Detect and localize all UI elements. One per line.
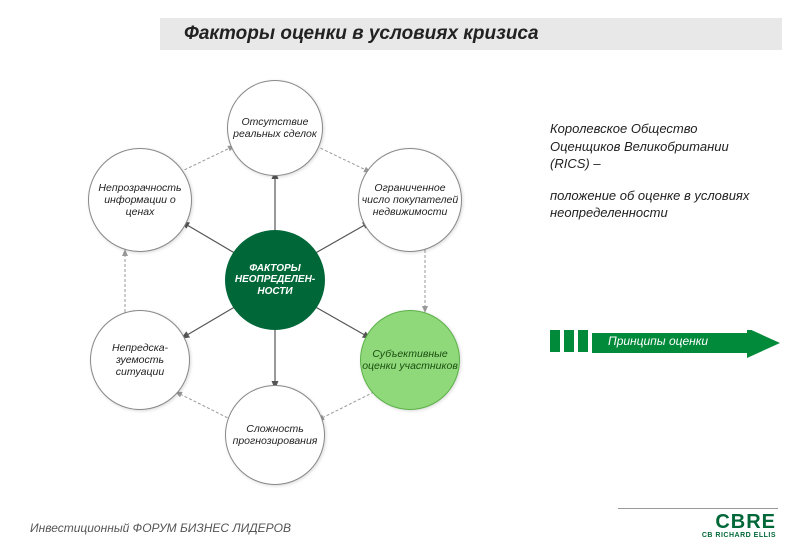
node-forecast: Сложность прогнозирования (225, 385, 325, 485)
node-unpredict: Непредска-зуемость ситуации (90, 310, 190, 410)
principles-arrow: Принципы оценки (550, 330, 780, 366)
sidebar-p1: Королевское Общество Оценщиков Великобри… (550, 120, 770, 173)
factors-diagram: ФАКТОРЫ НЕОПРЕДЕЛЕН-НОСТИ Отсутствие реа… (40, 60, 510, 490)
cbre-logo: CBRE CB RICHARD ELLIS (702, 512, 776, 539)
footer-text: Инвестиционный ФОРУМ БИЗНЕС ЛИДЕРОВ (30, 521, 291, 535)
arrow-tabs (550, 330, 588, 352)
logo-big: CBRE (702, 512, 776, 532)
sidebar-p2: положение об оценке в условиях неопредел… (550, 187, 770, 222)
title-bar: Факторы оценки в условиях кризиса (160, 18, 782, 50)
node-deals: Отсутствие реальных сделок (227, 80, 323, 176)
node-label: Непредска-зуемость ситуации (91, 342, 189, 378)
node-label: Сложность прогнозирования (226, 423, 324, 447)
node-label: Отсутствие реальных сделок (228, 116, 322, 140)
node-buyers: Ограниченное число покупателей недвижимо… (358, 148, 462, 252)
node-label: Субъективные оценки участников (361, 348, 459, 372)
node-opacity: Непрозрачность информации о ценах (88, 148, 192, 252)
center-node: ФАКТОРЫ НЕОПРЕДЕЛЕН-НОСТИ (225, 230, 325, 330)
logo-divider (618, 508, 778, 509)
page-title: Факторы оценки в условиях кризиса (184, 23, 539, 45)
center-node-label: ФАКТОРЫ НЕОПРЕДЕЛЕН-НОСТИ (225, 263, 325, 298)
sidebar-text: Королевское Общество Оценщиков Великобри… (550, 120, 770, 236)
node-subjective: Субъективные оценки участников (360, 310, 460, 410)
node-label: Непрозрачность информации о ценах (89, 182, 191, 218)
arrow-label: Принципы оценки (608, 334, 708, 348)
logo-small: CB RICHARD ELLIS (702, 532, 776, 539)
node-label: Ограниченное число покупателей недвижимо… (359, 182, 461, 218)
